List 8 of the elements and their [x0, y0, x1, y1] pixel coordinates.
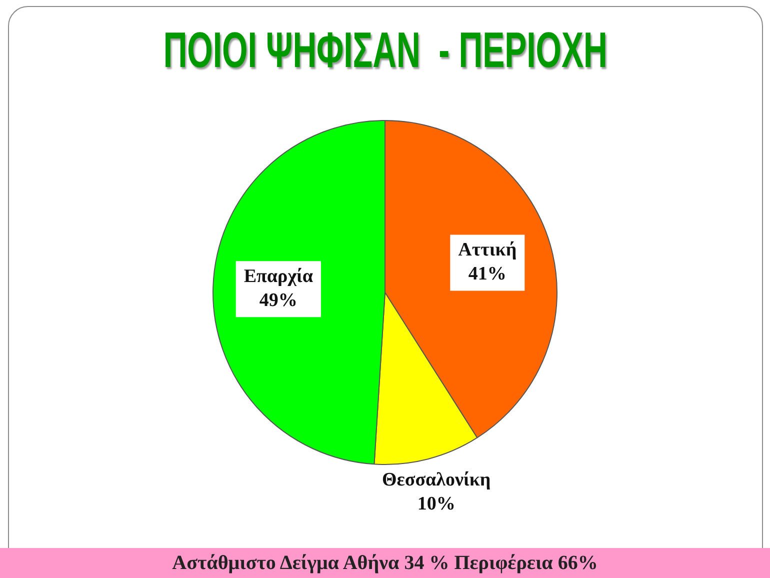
chart-title: ΠΟΙΟΙ ΨΗΦΙΣΑΝ - ΠΕΡΙΟΧΗ	[163, 22, 607, 78]
data-label: 10%	[417, 493, 456, 514]
data-label: 41%	[468, 264, 506, 285]
slice-label: Αττική	[458, 240, 517, 261]
slice-label: Επαρχία	[244, 266, 314, 288]
slice-label: Θεσσαλονίκη	[382, 469, 491, 490]
caption-banner: Αστάθμιστο Δείγμα Αθήνα 34 % Περιφέρεια 66%	[0, 548, 770, 578]
data-label: 49%	[259, 290, 298, 312]
